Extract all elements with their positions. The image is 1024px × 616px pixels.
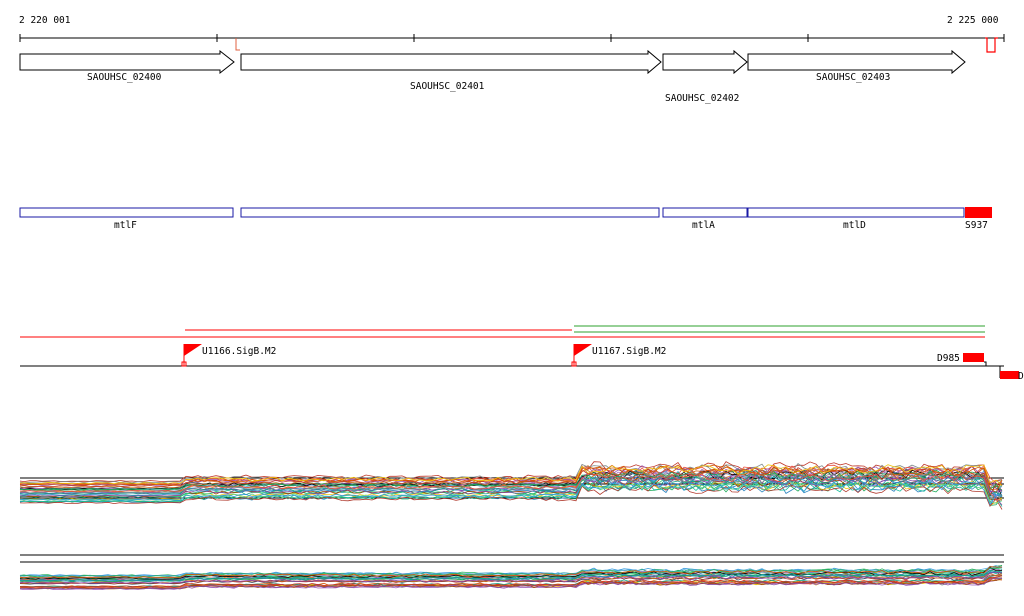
expression-profile-line [19,564,1003,578]
operon-label: mtlA [692,220,715,231]
operon-box-mtlA[interactable] [662,207,748,218]
promoter-base-marker [181,361,187,367]
expression-profile-line [19,461,1003,486]
feature-block-D-edge[interactable] [1000,371,1019,379]
expression-profile-line [19,565,1003,577]
gene-label: SAOUHSC_02403 [816,72,890,83]
operon-track: mtlF mtlA mtlD S937 [19,207,992,231]
expression-profile-line [19,481,1003,506]
operon-box-mtlF[interactable] [19,207,234,218]
expression-profile-line [19,466,1003,490]
ruler-red-marker [235,38,240,51]
gene-SAOUHSC_02401[interactable]: SAOUHSC_02401 [240,49,662,92]
gene-SAOUHSC_02403[interactable]: SAOUHSC_02403 [747,49,966,83]
operon-label: mtlD [843,220,866,231]
gene-arrow[interactable] [747,49,966,75]
feature-label-S937: S937 [965,220,988,231]
ruler-red-marker [985,37,998,53]
gene-arrow[interactable] [240,49,662,75]
expression-profile-track-1 [19,461,1004,510]
feature-block-D985[interactable] [963,353,984,362]
feature-D985[interactable]: D985 D [937,353,1024,382]
expression-profile-line [19,473,1003,501]
expression-profile-line [19,575,1003,588]
feature-block-S937[interactable] [965,207,992,218]
ruler-end-label: 2 225 000 [947,15,999,26]
flag-icon [184,344,202,356]
promoter-U1167[interactable]: U1167.SigB.M2 [571,344,666,367]
promoter-U1166[interactable]: U1166.SigB.M2 [181,344,276,367]
gene-track: SAOUHSC_02400 SAOUHSC_02401 SAOUHSC_0240… [19,49,966,104]
promoter-base-marker [571,361,577,367]
gene-SAOUHSC_02402[interactable]: SAOUHSC_02402 [662,49,748,104]
expression-profile-line [19,484,1003,510]
expression-profile-line [19,571,1003,584]
expression-profile-track-2 [19,554,1004,591]
gene-arrow[interactable] [662,49,748,75]
gene-label: SAOUHSC_02402 [665,93,739,104]
ruler-start-label: 2 220 001 [19,15,71,26]
feature-connector [984,361,1001,378]
feature-label-D-edge: D [1018,371,1024,382]
promoter-label: U1166.SigB.M2 [202,346,276,357]
operon-box-mtlD[interactable] [747,207,965,218]
expression-profile-line [19,464,1003,486]
coordinate-ruler: 2 220 001 2 225 000 [19,15,1005,53]
gene-label: SAOUHSC_02400 [87,72,162,83]
operon-label: mtlF [114,220,137,231]
gene-SAOUHSC_02400[interactable]: SAOUHSC_02400 [19,49,235,83]
operon-box[interactable] [240,207,660,218]
promoter-label: U1167.SigB.M2 [592,346,666,357]
gene-arrow[interactable] [19,49,235,75]
feature-label-D985: D985 [937,353,960,364]
promoter-track: U1166.SigB.M2 U1167.SigB.M2 D985 D [20,325,1024,382]
expression-profile-line [19,472,1003,499]
expression-profile-line [19,578,1003,590]
expression-profile-line [19,471,1003,492]
expression-profile-line [19,472,1003,493]
flag-icon [574,344,592,356]
expression-profile-line [19,482,1003,507]
gene-label: SAOUHSC_02401 [410,81,485,92]
expression-profile-line [19,566,1003,579]
expression-profile-line [19,569,1003,582]
